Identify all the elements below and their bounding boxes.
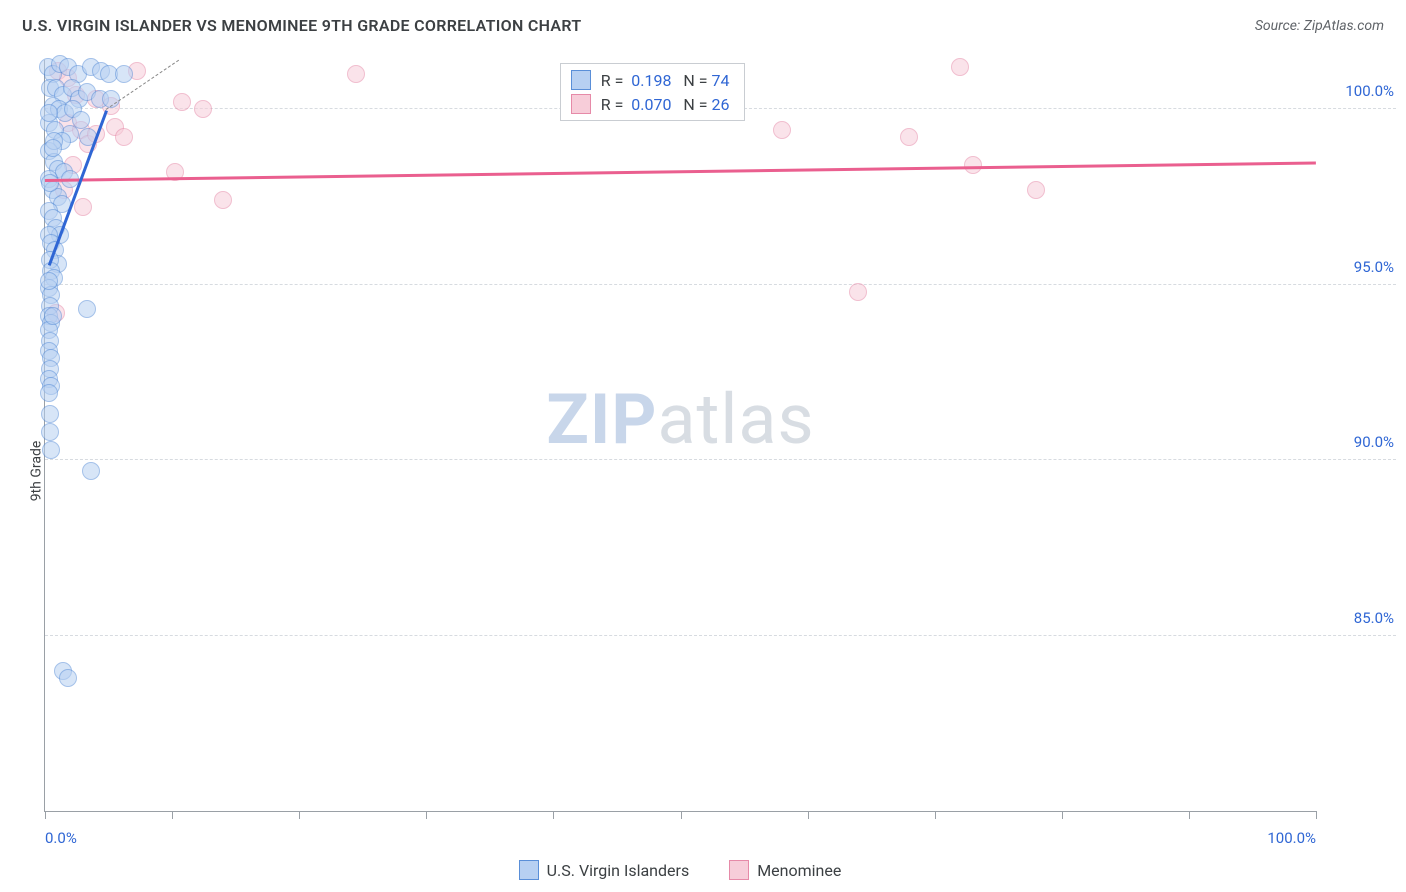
x-tick [681,811,682,819]
data-point-menominee [74,198,92,216]
chart-area: 9th Grade ZIPatlas 85.0%90.0%95.0%100.0%… [0,50,1406,892]
data-point-menominee [773,121,791,139]
stats-swatch-usvi [571,70,591,90]
x-tick [553,811,554,819]
x-tick [426,811,427,819]
data-point-usvi [42,441,60,459]
data-point-usvi [44,139,62,157]
x-tick [935,811,936,819]
data-point-usvi [78,300,96,318]
y-tick-label: 95.0% [1354,258,1394,276]
stats-legend: R = 0.198 N = 74 R = 0.070 N = 26 [560,63,745,121]
x-tick [808,811,809,819]
data-point-usvi [59,669,77,687]
legend-swatch-menominee [729,860,749,880]
data-point-usvi [82,462,100,480]
data-point-usvi [41,174,59,192]
trend-line [45,162,1316,182]
legend-label-usvi: U.S. Virgin Islanders [547,861,690,880]
series-legend: U.S. Virgin Islanders Menominee [44,860,1316,880]
y-tick-label: 90.0% [1354,433,1394,451]
x-tick-label: 100.0% [1267,829,1316,847]
data-point-usvi [40,384,58,402]
chart-header: U.S. VIRGIN ISLANDER VS MENOMINEE 9TH GR… [0,0,1406,45]
y-tick-label: 85.0% [1354,609,1394,627]
x-tick [299,811,300,819]
data-point-menominee [194,100,212,118]
x-tick [172,811,173,819]
data-point-menominee [115,128,133,146]
x-tick [45,811,46,819]
stats-swatch-menominee [571,94,591,114]
stats-row-menominee: R = 0.070 N = 26 [571,94,730,114]
chart-title: U.S. VIRGIN ISLANDER VS MENOMINEE 9TH GR… [22,16,581,35]
gridline-h [45,284,1396,285]
gridline-h [45,459,1396,460]
scatter-plot: ZIPatlas 85.0%90.0%95.0%100.0%0.0%100.0%… [44,60,1316,812]
stats-text-menominee: R = 0.070 N = 26 [601,95,730,114]
gridline-h [45,635,1396,636]
data-point-usvi [41,423,59,441]
data-point-menominee [951,58,969,76]
legend-item-usvi: U.S. Virgin Islanders [519,860,690,880]
x-tick [1316,811,1317,819]
data-point-menominee [1027,181,1045,199]
data-point-usvi [41,405,59,423]
data-point-menominee [173,93,191,111]
legend-swatch-usvi [519,860,539,880]
source-attribution: Source: ZipAtlas.com [1255,18,1384,34]
data-point-menominee [849,283,867,301]
watermark-atlas: atlas [657,379,814,461]
y-tick-label: 100.0% [1345,82,1394,100]
x-tick-label: 0.0% [45,829,77,847]
stats-text-usvi: R = 0.198 N = 74 [601,71,730,90]
stats-row-usvi: R = 0.198 N = 74 [571,70,730,90]
data-point-usvi [115,65,133,83]
data-point-menominee [900,128,918,146]
watermark: ZIPatlas [546,379,814,461]
data-point-usvi [40,104,58,122]
x-tick [1189,811,1190,819]
data-point-usvi [40,272,58,290]
legend-label-menominee: Menominee [757,861,841,880]
legend-item-menominee: Menominee [729,860,841,880]
x-tick [1062,811,1063,819]
watermark-zip: ZIP [546,379,657,461]
data-point-menominee [347,65,365,83]
data-point-menominee [214,191,232,209]
source-prefix: Source: [1255,18,1304,34]
source-name: ZipAtlas.com [1304,18,1384,34]
data-point-usvi [44,307,62,325]
